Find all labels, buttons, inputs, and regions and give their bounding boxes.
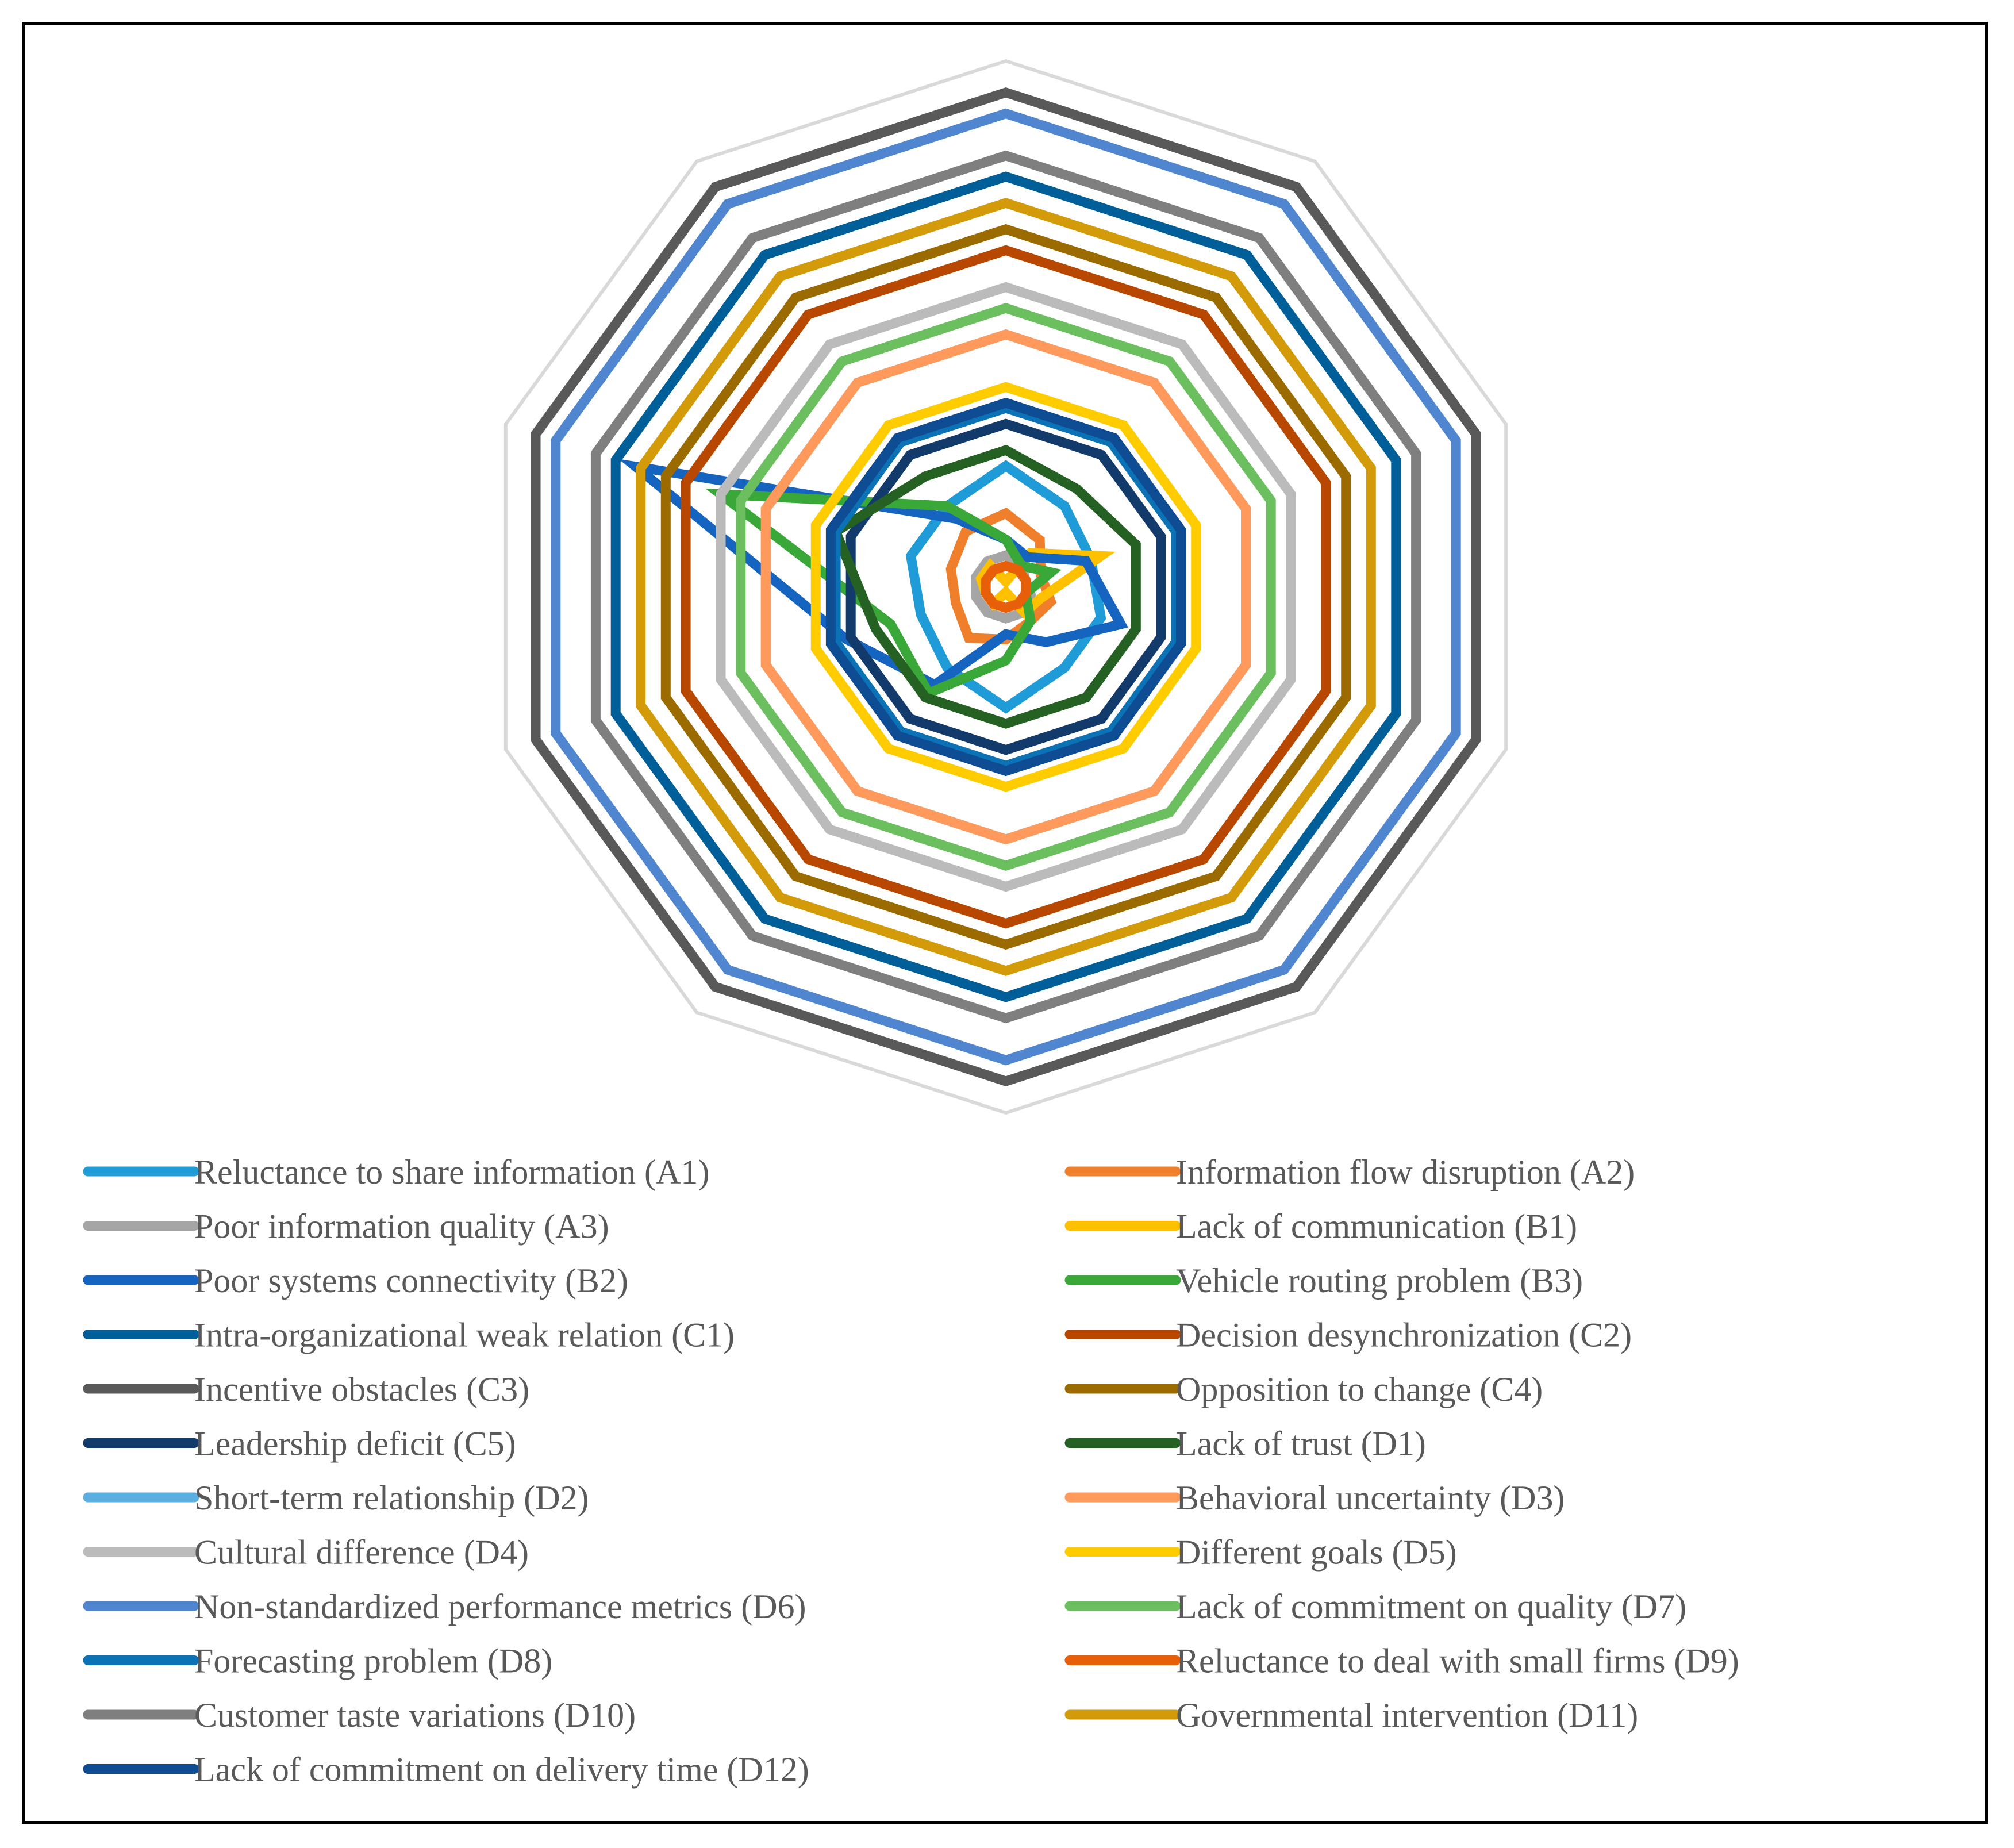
- legend-label-13: Short-term relationship (D2): [194, 1479, 589, 1517]
- legend-label-15: Cultural difference (D4): [194, 1534, 529, 1572]
- legend-label-8: Decision desynchronization (C2): [1176, 1316, 1632, 1354]
- series-line-9: [531, 87, 1481, 1087]
- legend-label-20: Reluctance to deal with small firms (D9): [1176, 1642, 1739, 1680]
- series-line-15: [716, 282, 1296, 892]
- series-line-6: [705, 488, 1062, 700]
- legend-label-17: Non-standardized performance metrics (D6…: [194, 1588, 806, 1626]
- series-line-4: [975, 548, 1116, 620]
- legend-label-22: Governmental intervention (D11): [1176, 1696, 1638, 1734]
- legend-label-23: Lack of commitment on delivery time (D12…: [194, 1751, 809, 1789]
- legend-label-6: Vehicle routing problem (B3): [1176, 1262, 1583, 1300]
- series-line-23: [825, 397, 1186, 777]
- legend-label-19: Forecasting problem (D8): [194, 1642, 552, 1680]
- radar-series-lines: [531, 87, 1481, 1087]
- series-line-19: [831, 402, 1181, 771]
- radar-gridlines: [503, 59, 1508, 1115]
- legend-label-7: Intra-organizational weak relation (C1): [194, 1316, 735, 1354]
- radar-chart: Reluctance to share information (A1) Info…: [83, 59, 1739, 1789]
- series-line-17: [551, 108, 1461, 1066]
- legend-label-5: Poor systems connectivity (B2): [194, 1262, 628, 1300]
- legend-label-1: Reluctance to share information (A1): [194, 1153, 709, 1191]
- series-line-21: [590, 150, 1421, 1024]
- series-line-20: [981, 560, 1031, 613]
- legend: Reluctance to share information (A1) Info…: [83, 1153, 1739, 1789]
- series-line-1: [905, 460, 1106, 714]
- series-line-12: [829, 444, 1141, 729]
- series-line-7: [610, 171, 1401, 1002]
- legend-label-21: Customer taste variations (D10): [194, 1696, 636, 1734]
- series-line-8: [681, 245, 1331, 929]
- series-line-10: [660, 224, 1351, 950]
- series-line-22: [636, 198, 1376, 976]
- series-line-18: [736, 303, 1276, 871]
- legend-label-3: Poor information quality (A3): [194, 1208, 609, 1246]
- legend-label-9: Incentive obstacles (C3): [194, 1370, 529, 1408]
- figure-frame: Reluctance to share information (A1) Info…: [22, 22, 1988, 1824]
- series-line-5: [618, 459, 1128, 691]
- legend-label-14: Behavioral uncertainty (D3): [1176, 1479, 1565, 1517]
- series-line-14: [760, 329, 1251, 845]
- legend-label-18: Lack of commitment on quality (D7): [1176, 1588, 1686, 1626]
- series-line-16: [810, 382, 1201, 792]
- legend-label-10: Opposition to change (C4): [1176, 1370, 1543, 1408]
- radar-gridline-1: [503, 59, 1508, 1115]
- legend-label-11: Leadership deficit (C5): [194, 1425, 516, 1463]
- legend-label-12: Lack of trust (D1): [1176, 1425, 1426, 1463]
- legend-label-16: Different goals (D5): [1176, 1534, 1457, 1572]
- legend-label-2: Information flow disruption (A2): [1176, 1153, 1635, 1191]
- legend-label-4: Lack of communication (B1): [1176, 1208, 1577, 1246]
